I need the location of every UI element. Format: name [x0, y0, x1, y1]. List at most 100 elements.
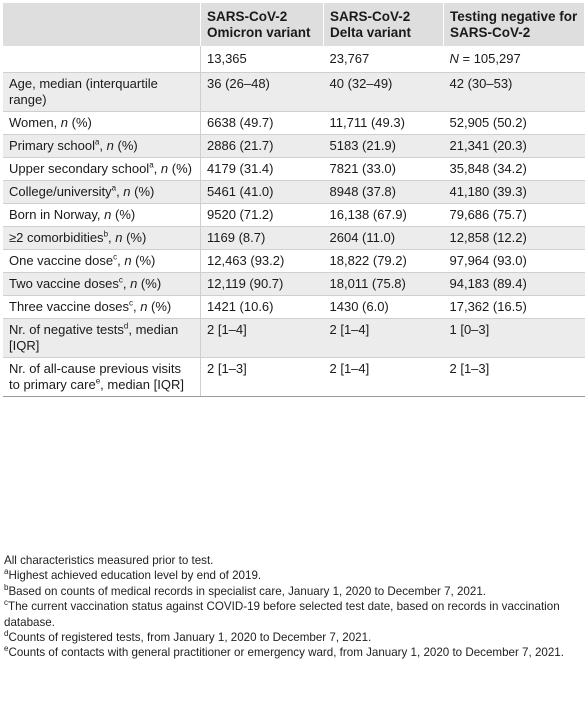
table-row: Age, median (interquartile range) 36 (26–… — [3, 72, 585, 112]
row-value: 12,858 (12.2) — [443, 226, 585, 250]
row-value: 21,341 (20.3) — [443, 134, 585, 158]
table-row: Two vaccine dosesc, n (%) 12,119 (90.7) 18… — [3, 272, 585, 296]
footnote-text: Highest achieved education level by end … — [8, 569, 262, 583]
table-row: Primary schoola, n (%) 2886 (21.7) 5183 (2… — [3, 134, 585, 158]
footnote-text: All characteristics measured prior to te… — [4, 554, 214, 567]
header-negative: Testing negative for SARS-CoV-2 — [443, 3, 585, 46]
table-row: Nr. of all-cause previous visits to prim… — [3, 357, 585, 397]
row-label: Upper secondary schoola, n (%) — [3, 157, 201, 181]
footnote-text: Counts of registered tests, from January… — [8, 631, 372, 645]
row-value: 11,711 (49.3) — [323, 111, 444, 135]
row-label-suffix: , n (%) — [116, 184, 155, 199]
table-row: Three vaccine dosesc, n (%) 1421 (10.6) 14… — [3, 295, 585, 319]
footnote: aHighest achieved education level by end… — [4, 568, 584, 583]
footnote: eCounts of contacts with general practit… — [4, 645, 584, 660]
row-label: Three vaccine dosesc, n (%) — [3, 295, 201, 319]
table-row: College/universitya, n (%) 5461 (41.0) 894… — [3, 180, 585, 204]
header-row: SARS-CoV-2 Omicron variant SARS-CoV-2 De… — [3, 3, 585, 46]
row-label-suffix: , n (%) — [132, 299, 172, 314]
row-label: Primary schoola, n (%) — [3, 134, 201, 158]
row-value: 1 [0–3] — [443, 318, 585, 358]
row-label-text: Nr. of negative tests — [9, 322, 124, 337]
row-value: 1169 (8.7) — [200, 226, 324, 250]
footnote-marker: a — [111, 183, 117, 193]
row-value: 2 [1–3] — [200, 357, 324, 397]
row-value: 42 (30–53) — [443, 72, 585, 112]
row-value: 41,180 (39.3) — [443, 180, 585, 204]
row-value: 2 [1–3] — [443, 357, 585, 397]
row-value: 2 [1–4] — [323, 357, 444, 397]
table-row: Women, n (%) 6638 (49.7) 11,711 (49.3) 52,9… — [3, 111, 585, 135]
row-label-suffix: n (%) — [104, 207, 136, 222]
row-label-text: Nr. of all-cause previous visits to prim… — [9, 361, 181, 392]
row-label-text: One vaccine dose — [9, 253, 114, 268]
footnote-marker: a — [149, 160, 154, 170]
row-value: 36 (26–48) — [200, 72, 324, 112]
row-label: Born in Norway, n (%) — [3, 203, 201, 227]
count-negative: N = 105,297 — [443, 46, 585, 73]
footnote: All characteristics measured prior to te… — [4, 553, 584, 568]
footnote: dCounts of registered tests, from Januar… — [4, 630, 584, 645]
row-value: 5183 (21.9) — [323, 134, 444, 158]
row-value: 16,138 (67.9) — [323, 203, 444, 227]
count-delta: 23,767 — [323, 46, 444, 73]
footnote-marker: e — [95, 376, 101, 386]
row-value: 79,686 (75.7) — [443, 203, 585, 227]
row-label: Women, n (%) — [3, 111, 201, 135]
footnote-marker: c — [113, 252, 118, 262]
row-label: Age, median (interquartile range) — [3, 72, 201, 112]
table-row: ≥2 comorbiditiesb, n (%) 1169 (8.7) 2604 (… — [3, 226, 585, 250]
row-label-text: Born in Norway, — [9, 207, 105, 222]
footnote-marker: c — [118, 275, 123, 285]
table-row: Upper secondary schoola, n (%) 4179 (31.4… — [3, 157, 585, 181]
row-value: 18,011 (75.8) — [323, 272, 444, 296]
footnote-marker: a — [94, 137, 100, 147]
header-cell-empty — [3, 3, 201, 46]
footnote-marker: b — [103, 229, 109, 239]
row-value: 12,119 (90.7) — [200, 272, 324, 296]
table-row: Born in Norway, n (%) 9520 (71.2) 16,138 (… — [3, 203, 585, 227]
row-label-suffix: , n (%) — [122, 276, 162, 291]
row-label: College/universitya, n (%) — [3, 180, 201, 204]
row-value: 5461 (41.0) — [200, 180, 324, 204]
row-value: 97,964 (93.0) — [443, 249, 585, 273]
row-value: 35,848 (34.2) — [443, 157, 585, 181]
row-value: 1430 (6.0) — [323, 295, 444, 319]
row-label-suffix: , n (%) — [117, 253, 156, 268]
count-omicron: 13,365 — [200, 46, 324, 73]
row-value: 2604 (11.0) — [323, 226, 444, 250]
row-value: 4179 (31.4) — [200, 157, 324, 181]
row-value: 17,362 (16.5) — [443, 295, 585, 319]
row-value: 2 [1–4] — [323, 318, 444, 358]
row-value: 2886 (21.7) — [200, 134, 324, 158]
table-row: Nr. of negative testsd, median [IQR] 2 [1… — [3, 318, 585, 358]
row-label-text: Three vaccine doses — [9, 299, 129, 314]
footnote-mark: d — [4, 629, 9, 639]
row-label-suffix: , n (%) — [108, 230, 147, 245]
row-label-suffix: , n (%) — [153, 161, 192, 176]
row-label-text: Age, median (interquartile range) — [9, 76, 158, 107]
row-label-text: Women, — [9, 115, 61, 130]
row-label-text: Upper secondary school — [9, 161, 150, 176]
row-value: 2 [1–4] — [200, 318, 324, 358]
row-value: 52,905 (50.2) — [443, 111, 585, 135]
row-label-suffix: , median [IQR] — [9, 322, 179, 353]
footnote-mark: a — [4, 567, 9, 577]
row-label: ≥2 comorbiditiesb, n (%) — [3, 226, 201, 250]
count-row: 13,365 23,767 N = 105,297 — [3, 46, 585, 73]
table-body: 13,365 23,767 N = 105,297 Age, median (i… — [3, 46, 585, 397]
row-value: 8948 (37.8) — [323, 180, 444, 204]
row-label: Two vaccine dosesc, n (%) — [3, 272, 201, 296]
row-value: 18,822 (79.2) — [323, 249, 444, 273]
footnotes: All characteristics measured prior to te… — [4, 553, 584, 661]
footnote-mark: e — [4, 644, 9, 654]
row-value: 1421 (10.6) — [200, 295, 324, 319]
row-value: 6638 (49.7) — [200, 111, 324, 135]
header-delta: SARS-CoV-2 Delta variant — [323, 3, 444, 46]
row-label-suffix: n (%) — [60, 115, 92, 130]
footnote: bBased on counts of medical records in s… — [4, 583, 584, 599]
header-omicron: SARS-CoV-2 Omicron variant — [200, 3, 324, 46]
footnote-text: Based on counts of medical records in sp… — [8, 584, 486, 598]
footnote: cThe current vaccination status against … — [4, 599, 584, 630]
table-row: One vaccine dosec, n (%) 12,463 (93.2) 18,… — [3, 249, 585, 273]
